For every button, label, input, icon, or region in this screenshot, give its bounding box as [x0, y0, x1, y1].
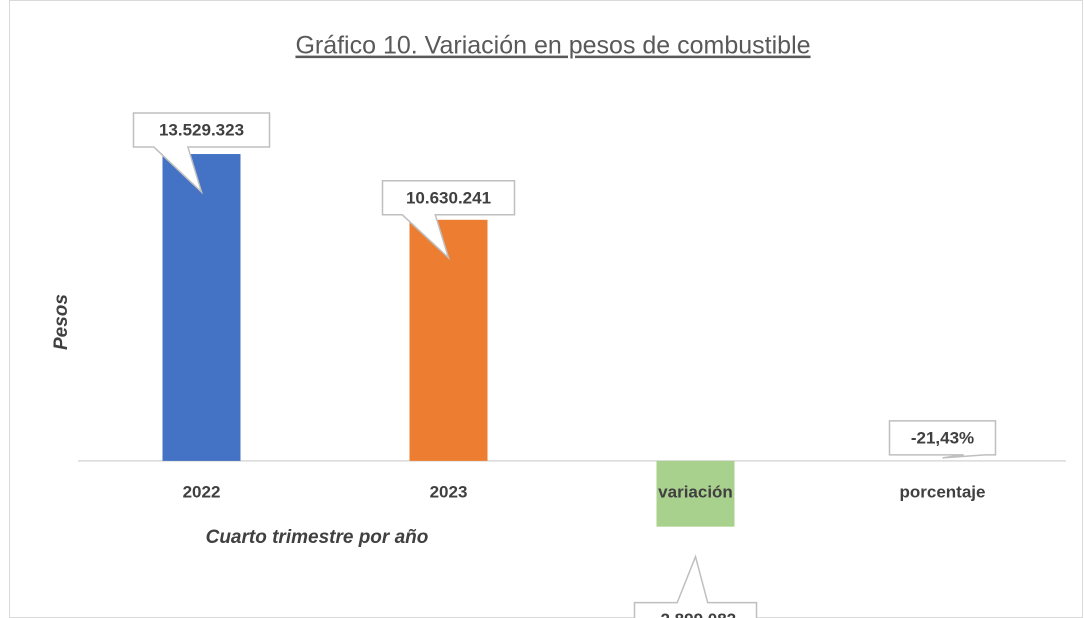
- bar: [656, 460, 735, 527]
- data-label-callout: [381, 180, 516, 261]
- data-label-callout: [132, 112, 271, 195]
- x-axis-label: Cuarto trimestre por año: [206, 527, 429, 548]
- y-axis-label: Pesos: [51, 294, 72, 350]
- x-tick-label: 2022: [183, 482, 221, 501]
- data-label: -21,43%: [911, 428, 974, 447]
- data-label: -2.899.082: [655, 610, 736, 618]
- x-tick-label: variación: [658, 482, 733, 501]
- x-tick-label: porcentaje: [900, 482, 986, 501]
- data-label-callout: [888, 420, 997, 459]
- data-label: 10.630.241: [406, 188, 491, 207]
- data-label-callout: [633, 554, 758, 618]
- bar: [162, 154, 241, 461]
- chart-title: Gráfico 10. Variación en pesos de combus…: [295, 32, 810, 60]
- x-tick-label: 2023: [430, 482, 468, 501]
- bar: [409, 219, 488, 461]
- data-label: 13.529.323: [159, 121, 244, 140]
